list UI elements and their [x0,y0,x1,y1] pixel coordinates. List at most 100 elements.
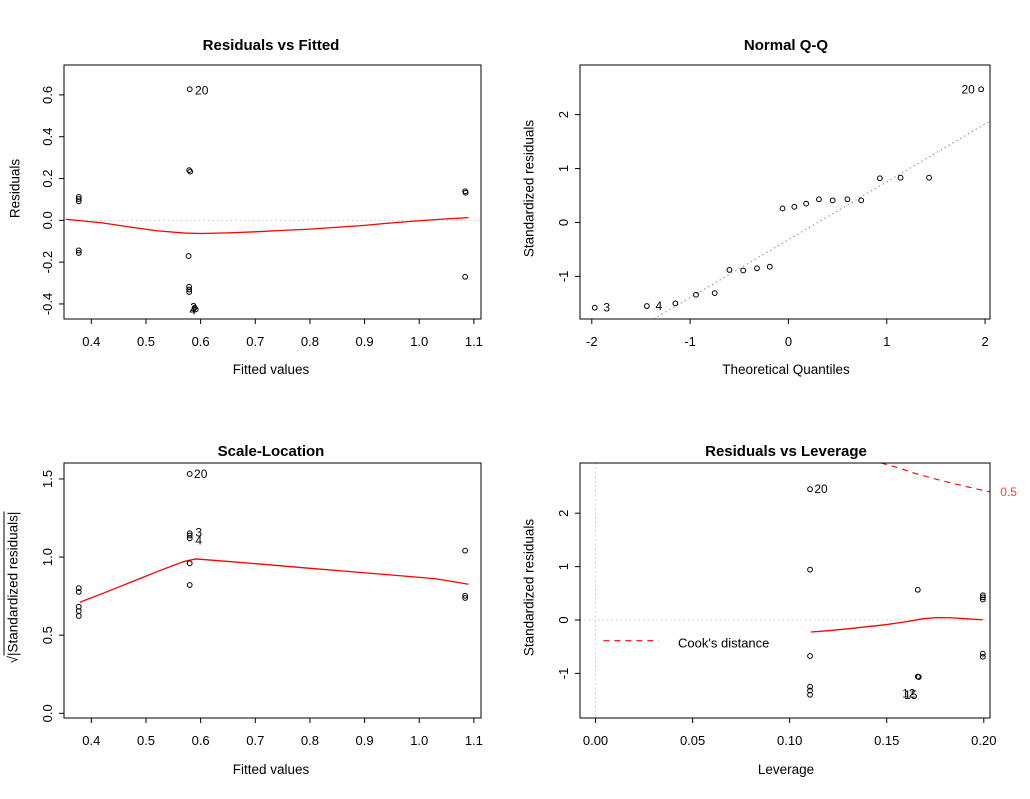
data-point [187,168,194,175]
sqrt-symbol: √ [5,655,21,664]
y-tick-label: 2 [556,510,571,517]
data-point [75,196,82,202]
panel-normal-qq: 3 4 20 -2 -1 0 1 2 -1 0 1 2 Normal Q-Q Theoretical … [515,0,1030,400]
x-axis-title-theoretical-quantiles: Theoretical Quantiles [722,362,850,377]
data-point [186,582,193,588]
cooks-contour-level-label: 0.5 [1000,485,1017,499]
data-point [726,267,733,273]
data-point [926,174,932,181]
point-label: 3 [603,301,610,315]
panel-title-scale-location: Scale-Location [217,443,325,460]
data-point [829,197,836,204]
data-point [711,290,718,297]
data-point [462,547,469,554]
x-tick-label: 0 [785,334,792,349]
x-tick-label: 0.4 [82,334,100,349]
data-point [791,203,798,210]
panel-title-normal-qq: Normal Q-Q [743,37,829,54]
x-axis-title-fitted-values-2: Fitted values [232,762,310,777]
y-axis-title-residuals: Residuals [7,158,23,219]
x-tick-label: 1 [883,334,890,349]
point-label: 4 [195,533,202,547]
x-tick-label: -2 [586,334,598,349]
x-tick-label: 0.6 [192,334,210,349]
x-tick-label: 0.9 [356,733,374,748]
sqrt-overlined-text: |Standardized residuals| [3,511,21,656]
cooks-distance-contour [880,462,991,493]
data-point [75,589,82,595]
data-point [754,265,760,272]
point-label: 3 [195,525,202,539]
data-point [186,286,193,293]
x-tick-label: 0.05 [680,733,705,748]
data-point [915,674,922,680]
data-point [807,687,813,694]
data-point [186,535,193,542]
x-tick-label: 0.15 [874,733,899,748]
x-tick-label: 0.5 [137,334,155,349]
data-point [186,560,193,567]
x-tick-label: 1.1 [465,733,483,748]
y-tick-label: -0.2 [40,251,55,273]
panel-title-residuals-vs-fitted: Residuals vs Fitted [202,37,340,54]
x-tick-label: 0.7 [246,733,264,748]
y-tick-label: 1 [556,165,571,172]
x-tick-label: 0.6 [192,733,210,748]
plot-box [63,64,482,320]
point-label: 4 [189,303,196,317]
y-axis-title-standardized-residuals: Standardized residuals [521,119,537,258]
data-point [75,198,82,205]
point-label: 15 [904,688,918,702]
smooth-trend-line [65,216,469,235]
x-tick-label: 2 [981,334,988,349]
data-point [75,250,82,256]
x-tick-label: 0.9 [356,334,374,349]
point-label: 12 [902,687,916,701]
plot-area-scale-location: 20 34 0.4 0.5 0.6 0.7 0.8 0.9 1.0 1.1 0.0 0.5 1.0 1.5 [40,462,483,748]
x-tick-label: 0.7 [246,334,264,349]
data-point [186,86,193,93]
x-tick-label: 0.00 [583,733,608,748]
x-tick-label: 0.4 [82,733,100,748]
data-point [979,594,986,601]
x-tick-label: 1.0 [410,733,428,748]
data-point [979,592,986,599]
plot-box [579,462,991,719]
point-label: 4 [656,299,663,313]
data-point [462,592,469,599]
data-point [766,263,773,270]
plot-box [579,64,991,320]
x-tick-label: 1.1 [465,334,483,349]
x-tick-label: 0.5 [137,733,155,748]
panel-residuals-vs-fitted: 20 3 4 0.4 0.5 0.6 0.7 0.8 0.9 1.0 1.1 -0.4 -0.2 0.0 0… [0,0,515,400]
data-point [978,86,985,93]
y-tick-label: 0.4 [40,128,55,146]
data-point [192,306,199,313]
y-tick-label: -0.4 [40,293,55,315]
y-tick-label: -1 [556,668,571,680]
data-point [75,247,82,254]
data-point [693,291,699,298]
x-tick-label: 0.10 [777,733,802,748]
y-tick-label: 1.0 [40,548,55,566]
data-point [914,586,921,593]
data-point [75,603,82,610]
data-point [979,596,986,603]
x-tick-label: -1 [684,334,696,349]
data-point [462,189,469,196]
y-tick-label: -1 [556,271,571,283]
point-label: 20 [961,82,975,96]
data-point [672,300,679,307]
y-tick-label: 1 [556,563,571,570]
y-axis-title-sqrt-standardized-residuals: √|Standardized residuals| [3,488,21,688]
x-tick-label: 0.8 [301,733,319,748]
data-point [979,650,986,657]
point-label: 20 [194,467,208,481]
data-point [979,653,986,660]
plot-box [63,462,482,719]
smooth-trend-line [79,558,469,603]
data-point [807,566,813,573]
